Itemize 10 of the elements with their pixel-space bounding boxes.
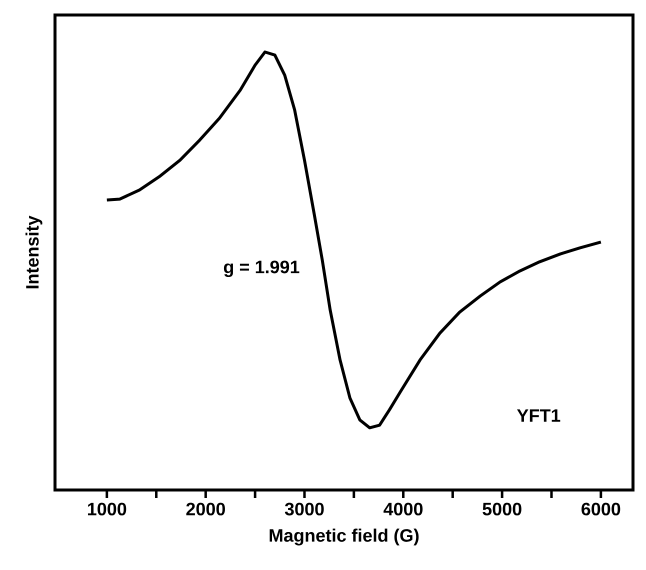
x-tick-label: 1000 [88, 502, 126, 516]
x-tick-label: 3000 [284, 502, 324, 516]
x-tick-label: 2000 [186, 502, 225, 516]
y-axis-title: Intensity [26, 216, 42, 288]
x-tick-label: 6000 [582, 502, 620, 516]
x-tick-label: 5000 [482, 502, 522, 516]
x-tick-label: 4000 [384, 502, 423, 516]
annotation: YFT1 [516, 409, 560, 422]
annotation: g = 1.991 [224, 260, 300, 277]
x-axis-title: Magnetic field (G) [270, 528, 419, 546]
